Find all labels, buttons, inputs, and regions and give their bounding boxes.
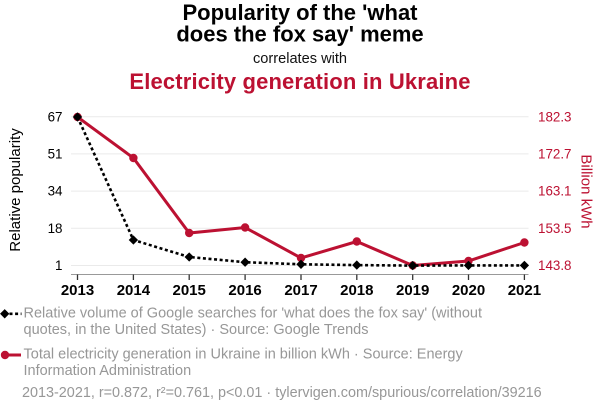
- svg-text:2019: 2019: [396, 282, 429, 299]
- svg-text:153.5: 153.5: [538, 221, 572, 236]
- svg-text:2013: 2013: [61, 282, 94, 299]
- svg-text:143.8: 143.8: [538, 258, 572, 273]
- svg-text:1: 1: [55, 258, 62, 273]
- svg-text:18: 18: [48, 221, 63, 236]
- svg-text:2021: 2021: [508, 282, 541, 299]
- svg-text:2013-2021, r=0.872, r²=0.761,: 2013-2021, r=0.872, r²=0.761, p<0.01 · t…: [22, 385, 542, 401]
- svg-text:2020: 2020: [452, 282, 485, 299]
- svg-text:correlates with: correlates with: [253, 51, 347, 67]
- svg-text:2017: 2017: [284, 282, 317, 299]
- svg-text:does the fox say' meme: does the fox say' meme: [176, 22, 423, 47]
- svg-text:Electricity generation in Ukra: Electricity generation in Ukraine: [129, 69, 470, 94]
- svg-text:2015: 2015: [173, 282, 206, 299]
- svg-text:Relative volume of Google sear: Relative volume of Google searches for '…: [24, 306, 483, 322]
- svg-text:Total electricity generation i: Total electricity generation in Ukraine …: [24, 347, 464, 363]
- svg-text:2018: 2018: [340, 282, 373, 299]
- svg-text:172.7: 172.7: [538, 147, 572, 162]
- svg-text:67: 67: [48, 109, 63, 124]
- svg-text:51: 51: [48, 147, 63, 162]
- svg-text:Billion kWh: Billion kWh: [578, 154, 595, 228]
- svg-text:34: 34: [48, 184, 63, 199]
- svg-text:Relative popularity: Relative popularity: [7, 128, 24, 252]
- svg-text:Information Administration: Information Administration: [24, 363, 192, 379]
- svg-text:182.3: 182.3: [538, 109, 572, 124]
- svg-text:quotes, in the United States): quotes, in the United States) · Source: …: [24, 322, 369, 338]
- svg-text:163.1: 163.1: [538, 184, 572, 199]
- svg-text:Popularity of the 'what: Popularity of the 'what: [182, 0, 418, 25]
- svg-text:2014: 2014: [117, 282, 151, 299]
- svg-text:2016: 2016: [228, 282, 261, 299]
